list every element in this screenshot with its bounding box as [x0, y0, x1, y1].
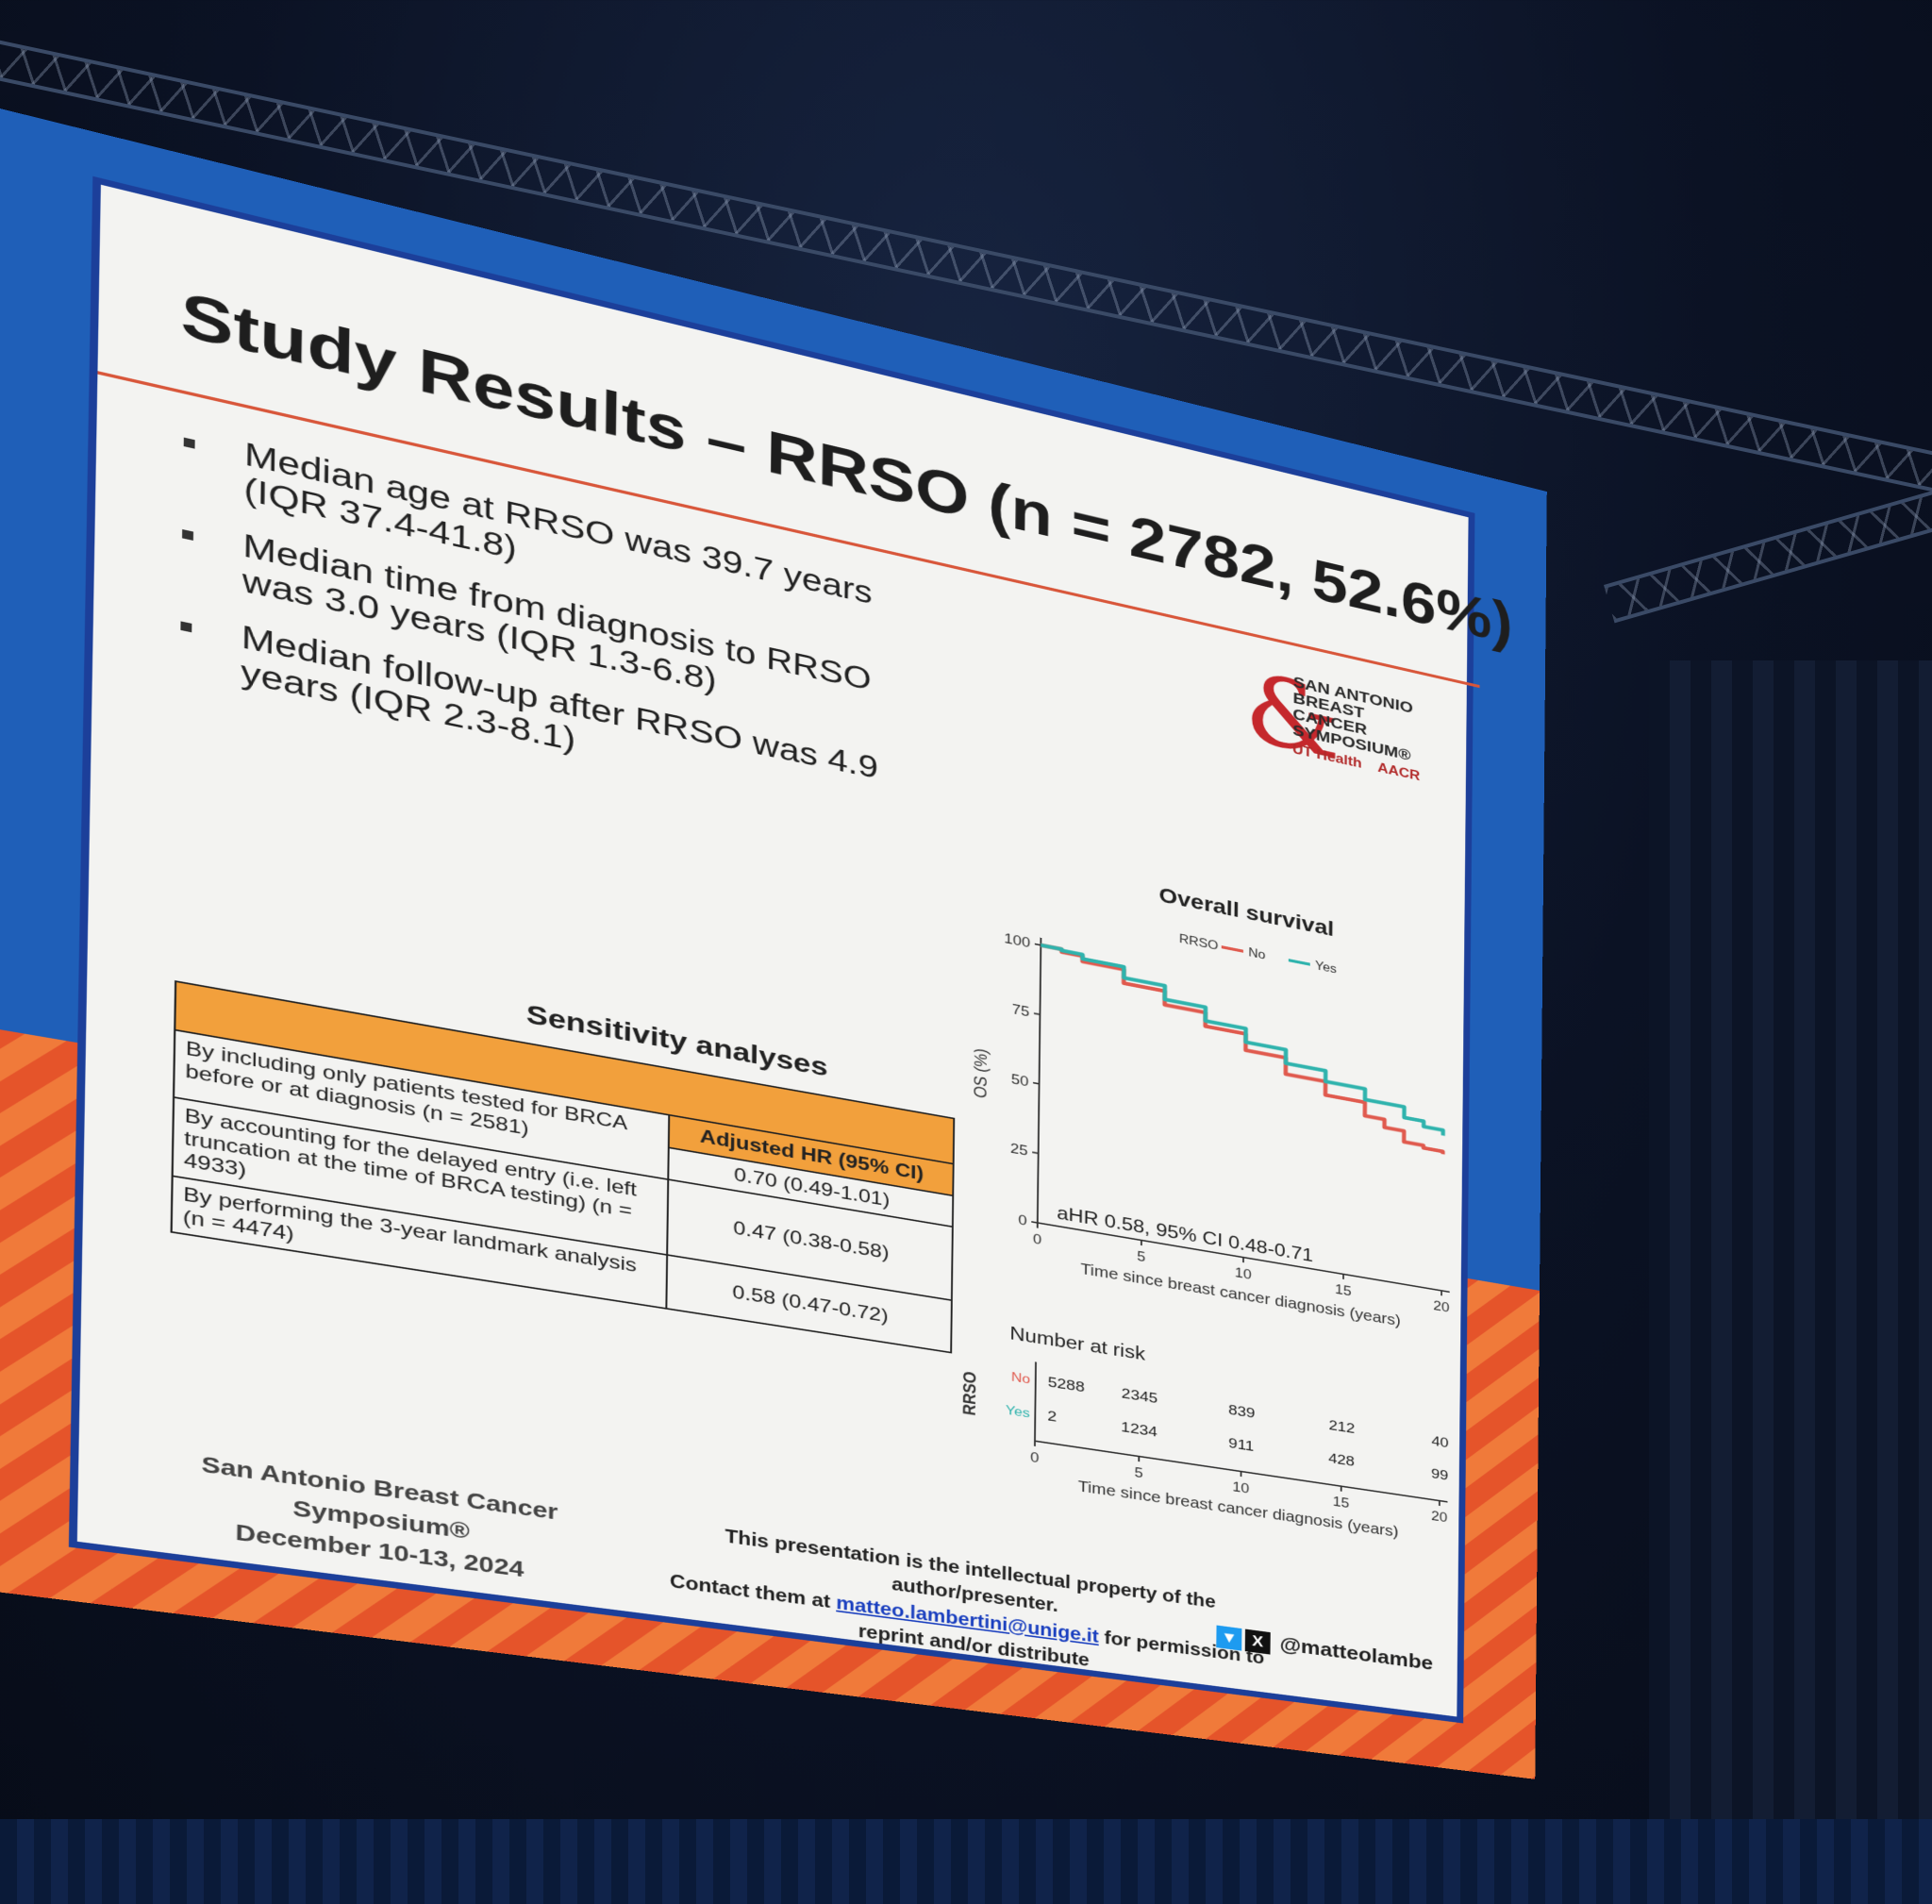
risk-row-label: No [1011, 1369, 1030, 1387]
legend-swatch [1289, 960, 1310, 965]
y-tick [1034, 1013, 1040, 1014]
risk-count: 99 [1431, 1466, 1448, 1484]
handle-text: @matteolambe [1280, 1632, 1434, 1675]
risk-count: 212 [1328, 1418, 1355, 1437]
y-tick [1032, 1152, 1038, 1153]
risk-count: 428 [1328, 1451, 1355, 1470]
y-tick-label: 100 [1004, 930, 1030, 951]
slide: Study Results – RRSO (n = 2782, 52.6%) M… [69, 176, 1475, 1724]
risk-x-tick-label: 10 [1232, 1478, 1249, 1496]
x-tick-label: 15 [1335, 1281, 1352, 1299]
y-tick-label: 75 [1012, 1001, 1030, 1020]
risk-row-label: Yes [1006, 1402, 1030, 1421]
x-tick-label: 5 [1137, 1248, 1145, 1265]
risk-title: Number at risk [1009, 1324, 1146, 1365]
x-tick-label: 0 [1033, 1230, 1041, 1247]
x-tick-label: 20 [1433, 1297, 1449, 1315]
risk-count: 839 [1228, 1402, 1255, 1422]
twitter-bird-icon: ▼ [1216, 1626, 1241, 1651]
chart-annotation: aHR 0.58, 95% CI 0.48-0.71 [1057, 1203, 1313, 1266]
risk-count: 40 [1431, 1433, 1448, 1451]
risk-count: 911 [1228, 1436, 1254, 1455]
x-tick-label: 10 [1235, 1264, 1252, 1282]
risk-count: 1234 [1121, 1419, 1158, 1440]
series-line-yes [1040, 945, 1444, 1136]
stage-truss-right [1604, 481, 1932, 624]
x-logo-icon: X [1245, 1629, 1271, 1655]
y-tick-label: 50 [1011, 1071, 1029, 1090]
stage-floor [0, 1819, 1932, 1904]
legend-swatch [1222, 947, 1243, 952]
y-tick-label: 25 [1010, 1141, 1028, 1160]
km-chart: Overall survivalRRSONoYes025507510005101… [958, 832, 1470, 1381]
y-axis-label: OS (%) [972, 1047, 991, 1100]
y-tick [1035, 944, 1041, 945]
series-line-no [1040, 945, 1444, 1155]
y-tick-label: 0 [1018, 1211, 1027, 1228]
risk-x-tick-label: 20 [1431, 1508, 1447, 1525]
risk-group-label: RRSO [960, 1370, 980, 1416]
y-tick [1031, 1222, 1037, 1223]
legend-entry: No [1248, 945, 1265, 961]
stage-curtain [1649, 660, 1932, 1904]
risk-count: 2 [1047, 1409, 1057, 1426]
y-tick [1033, 1083, 1039, 1084]
risk-x-tick-label: 0 [1030, 1449, 1039, 1466]
risk-x-tick-label: 5 [1134, 1464, 1142, 1481]
risk-x-tick-label: 15 [1333, 1494, 1350, 1512]
y-axis [1038, 938, 1041, 1223]
x-axis [1038, 1223, 1450, 1292]
risk-y-axis [1035, 1361, 1036, 1441]
sabcs-logo: & SAN ANTONIO BREAST CANCER SYMPOSIUM® U… [1243, 650, 1434, 829]
legend-title: RRSO [1179, 932, 1219, 953]
risk-count: 2345 [1122, 1386, 1158, 1407]
legend-entry: Yes [1315, 959, 1337, 976]
risk-count: 5288 [1048, 1375, 1085, 1395]
